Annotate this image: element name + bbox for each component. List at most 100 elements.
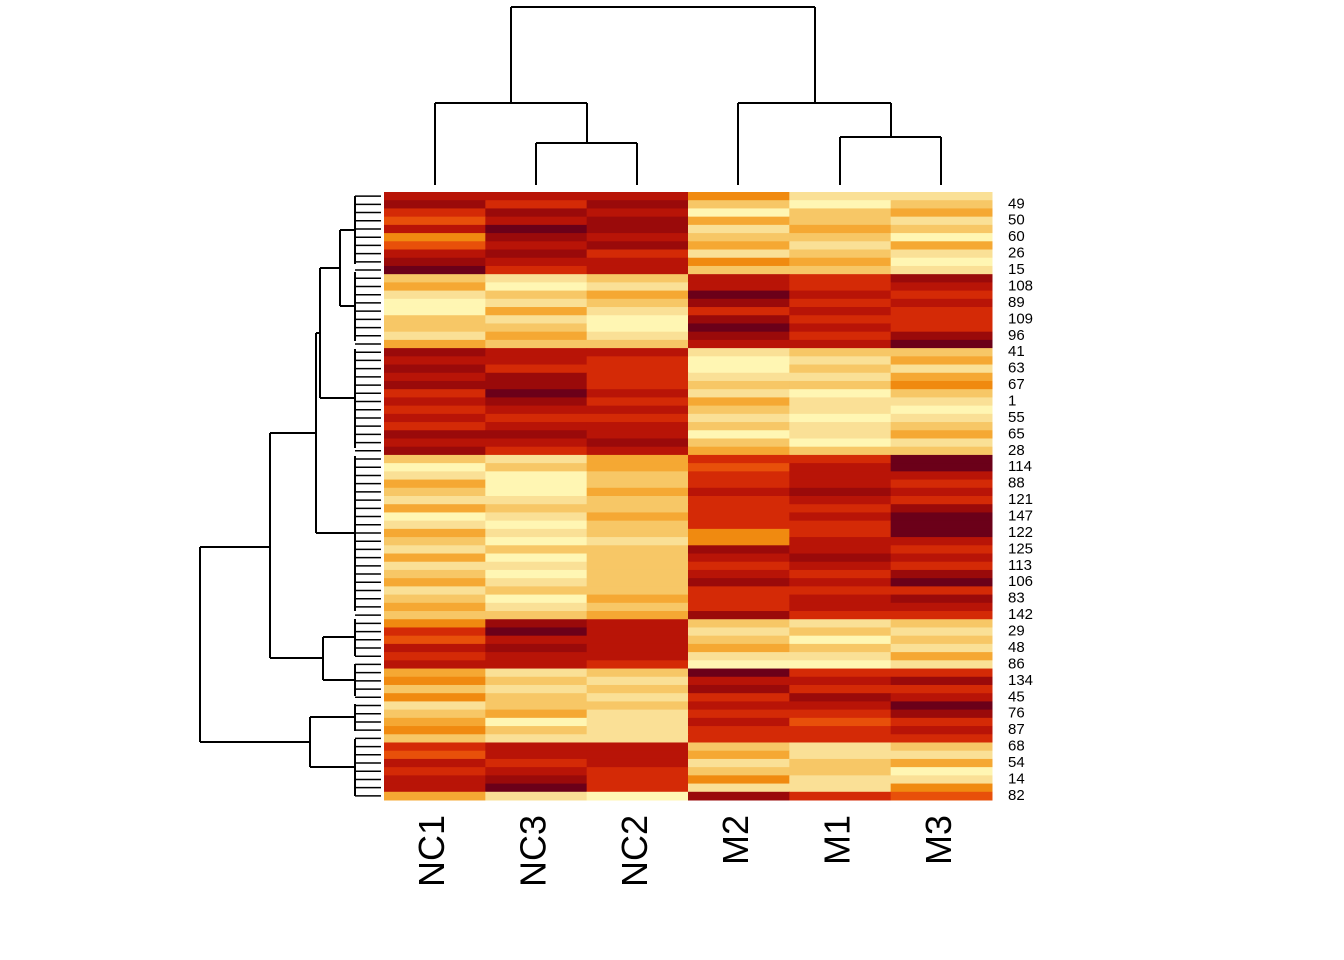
heatmap-cell [688, 750, 790, 760]
heatmap-cell [384, 323, 486, 333]
heatmap-cell [485, 224, 588, 234]
heatmap-cell [789, 257, 892, 267]
heatmap-cell [586, 660, 689, 670]
heatmap-cell [688, 249, 790, 259]
heatmap-cell [384, 742, 486, 752]
heatmap-cell [586, 192, 689, 201]
heatmap-cell [789, 274, 892, 283]
heatmap-cell [586, 791, 689, 801]
heatmap-cell [890, 652, 993, 661]
heatmap-cell [586, 783, 689, 793]
heatmap-cell [485, 528, 588, 538]
heatmap-cell [586, 315, 689, 324]
heatmap-cell [586, 627, 689, 637]
heatmap-cell [688, 463, 790, 472]
heatmap-cell [586, 619, 689, 628]
heatmap-cell [384, 298, 486, 308]
heatmap-cell [789, 208, 892, 218]
heatmap-cell [688, 528, 790, 538]
heatmap-cell [586, 652, 689, 661]
heatmap-cell [485, 438, 588, 448]
heatmap-cell [384, 619, 486, 628]
column-label: M1 [817, 815, 858, 865]
heatmap-cell [485, 643, 588, 653]
column-dendrogram [434, 6, 942, 185]
heatmap-cell [586, 693, 689, 702]
heatmap-cell [384, 750, 486, 760]
heatmap-cell [586, 348, 689, 357]
heatmap-cell [890, 676, 993, 686]
heatmap-cell [688, 520, 790, 530]
heatmap-cell [890, 553, 993, 563]
row-label: 54 [1008, 754, 1025, 771]
heatmap-cell [890, 348, 993, 357]
heatmap-cell [485, 389, 588, 398]
heatmap-cell [688, 216, 790, 226]
heatmap-cell [890, 479, 993, 489]
heatmap-cell [688, 397, 790, 407]
heatmap-cell [586, 274, 689, 283]
heatmap-cell [586, 430, 689, 439]
heatmap-cell [789, 389, 892, 398]
heatmap-cell [586, 528, 689, 538]
heatmap-cell [688, 783, 790, 793]
heatmap-cell [890, 257, 993, 267]
heatmap-cell [688, 380, 790, 390]
heatmap-cell [586, 594, 689, 604]
row-label: 68 [1008, 738, 1025, 755]
heatmap-cell [688, 578, 790, 587]
heatmap-cell [890, 274, 993, 283]
heatmap-cell [586, 726, 689, 735]
heatmap-cell [586, 668, 689, 678]
heatmap-cell [789, 693, 892, 702]
row-label: 86 [1008, 655, 1025, 672]
heatmap-cell [586, 701, 689, 711]
heatmap-cell [688, 652, 790, 661]
row-label: 76 [1008, 705, 1025, 722]
heatmap-cell [688, 364, 790, 374]
heatmap-cell [688, 422, 790, 431]
heatmap-cell [586, 586, 689, 596]
heatmap-cell [384, 331, 486, 341]
row-label: 50 [1008, 212, 1025, 229]
heatmap-cell [789, 290, 892, 300]
heatmap-cell [384, 512, 486, 522]
heatmap-cell [688, 372, 790, 382]
heatmap-cell [586, 479, 689, 489]
heatmap-cell [586, 364, 689, 374]
row-label: 87 [1008, 721, 1025, 738]
row-dendrogram [199, 196, 356, 796]
heatmap-cell [384, 364, 486, 374]
heatmap-cell [890, 561, 993, 571]
heatmap-cell [384, 397, 486, 407]
heatmap-cell [384, 389, 486, 398]
heatmap-cell [384, 422, 486, 431]
heatmap-cell [485, 216, 588, 226]
heatmap-cell [384, 257, 486, 267]
heatmap-cell [485, 208, 588, 218]
heatmap-cell [586, 569, 689, 579]
heatmap-cell [384, 208, 486, 218]
heatmap-cell [688, 446, 790, 456]
heatmap-cell [586, 249, 689, 259]
heatmap-cell [890, 216, 993, 226]
heatmap-cell [890, 405, 993, 415]
heatmap-cell [890, 356, 993, 366]
heatmap-cell [688, 413, 790, 423]
heatmap-cell [789, 528, 892, 538]
heatmap-cell [485, 758, 588, 768]
heatmap-cell [890, 660, 993, 670]
row-label: 83 [1008, 590, 1025, 607]
heatmap-cell [789, 602, 892, 612]
row-label: 14 [1008, 770, 1025, 787]
heatmap-cell [485, 430, 588, 439]
heatmap-cell [485, 611, 588, 620]
heatmap-cell [485, 586, 588, 596]
heatmap-cell [586, 643, 689, 653]
heatmap-cell [890, 750, 993, 760]
heatmap-cell [890, 594, 993, 604]
heatmap-cell [485, 405, 588, 415]
heatmap-cell [890, 775, 993, 785]
heatmap-cell [485, 479, 588, 489]
heatmap-cell [789, 430, 892, 439]
